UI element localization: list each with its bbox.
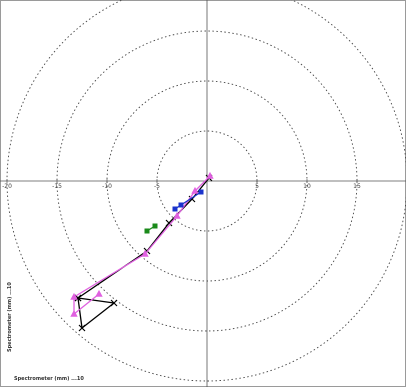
series-1-point — [70, 292, 78, 300]
series-3-point — [152, 223, 158, 229]
series-0-point — [78, 324, 86, 332]
series-0-point — [165, 219, 173, 227]
x-tick-label: 10 — [303, 183, 311, 190]
series-1-point — [206, 171, 214, 179]
series-layer — [70, 171, 214, 332]
series-1-point — [191, 186, 199, 194]
series-2-point — [172, 206, 178, 212]
x-tick-label: -10 — [102, 183, 112, 190]
series-1-point — [70, 309, 78, 317]
x-tick-label: -5 — [154, 183, 160, 190]
x-tick-label: 15 — [353, 183, 361, 190]
y-axis-title: Spectrometer (mm) ...10 — [7, 282, 13, 352]
series-2-point — [178, 202, 184, 208]
series-0-point — [110, 299, 118, 307]
tick-layer: -20 -15 -10 -5 5 10 15 — [2, 179, 361, 190]
x-tick-label: -15 — [52, 183, 62, 190]
x-tick-label: 5 — [255, 183, 259, 190]
series-1-point — [141, 249, 149, 257]
series-2-point — [198, 189, 204, 195]
grid-ring — [6, 0, 406, 382]
x-tick-label: -20 — [2, 183, 12, 190]
series-1-point — [95, 289, 103, 297]
series-1-point — [173, 211, 181, 219]
x-axis-title: Spectrometer (mm) ...10 — [14, 376, 84, 382]
series-0-line — [77, 177, 210, 329]
series-3-point — [144, 228, 150, 234]
